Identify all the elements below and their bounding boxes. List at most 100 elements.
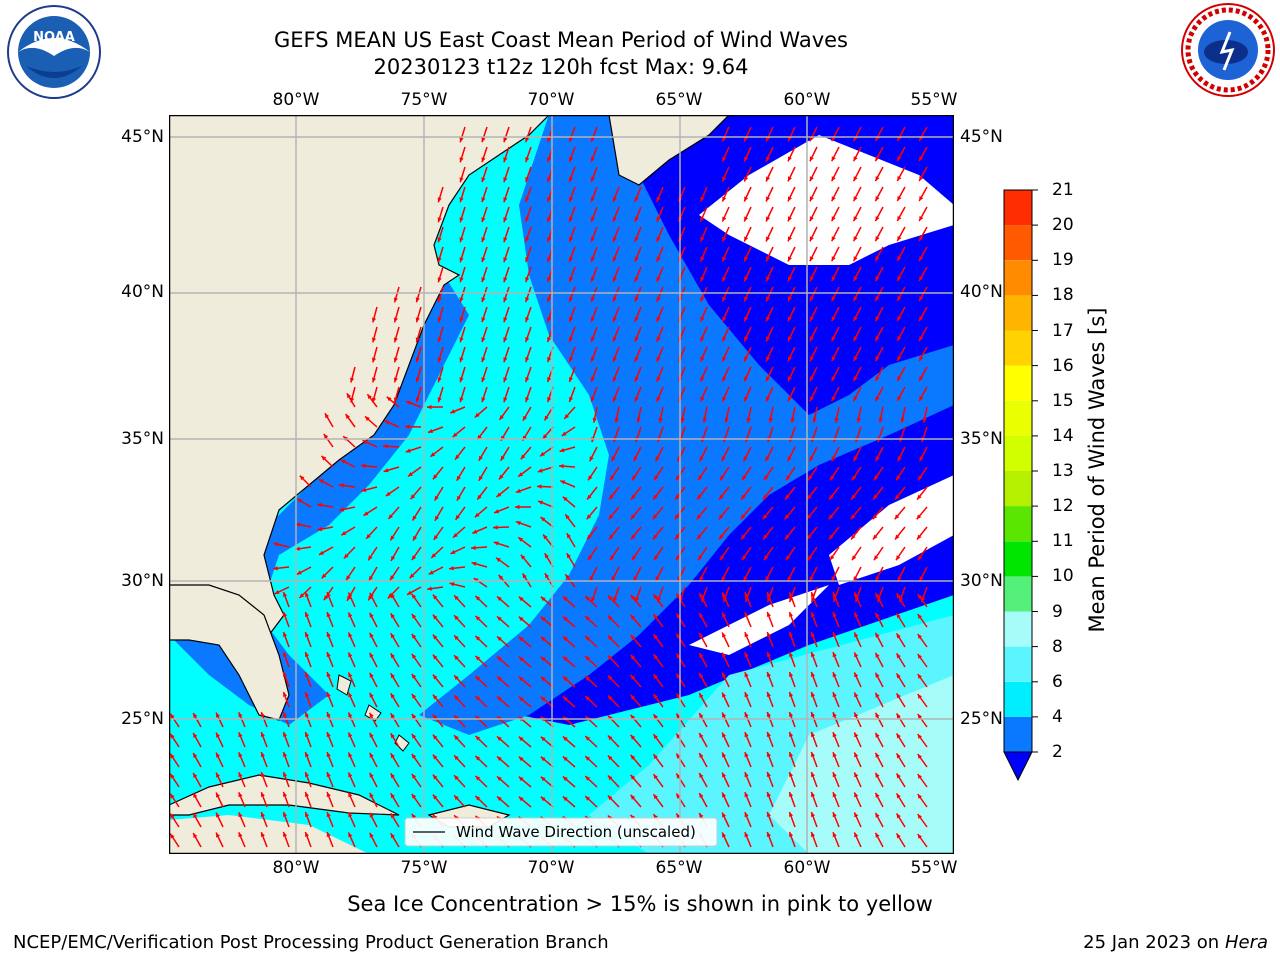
wind-arrow-head xyxy=(722,176,727,182)
wind-arrow-head xyxy=(853,576,858,582)
wind-arrow-head xyxy=(612,196,617,202)
wind-arrow-head xyxy=(653,714,658,720)
wind-arrow-head xyxy=(412,515,417,521)
wind-arrow-head xyxy=(789,632,794,637)
wind-arrow-head xyxy=(785,534,790,540)
wind-arrow-head xyxy=(518,756,524,762)
wind-arrow-head xyxy=(585,636,591,641)
wind-arrow-head xyxy=(630,794,636,800)
wind-arrow-head xyxy=(450,549,456,554)
wind-arrow-head xyxy=(481,277,486,283)
wind-arrow-head xyxy=(347,595,352,601)
wind-arrow-head xyxy=(854,812,859,818)
wind-arrow-head xyxy=(809,216,814,222)
wind-arrow-head xyxy=(744,196,749,202)
wind-arrow-head xyxy=(590,297,595,302)
wind-arrow-head xyxy=(585,796,591,801)
wind-arrow-head xyxy=(788,376,792,382)
wind-arrow-head xyxy=(702,417,707,423)
wind-arrow-head xyxy=(630,734,636,740)
wind-arrow-head xyxy=(607,795,613,801)
lon-label-bottom-70w: 70°W xyxy=(527,858,575,878)
wind-arrow-head xyxy=(475,775,481,781)
wind-arrow-head xyxy=(634,376,639,382)
wind-arrow-head xyxy=(853,336,858,342)
lon-label-bottom-55w: 55°W xyxy=(910,858,958,878)
wind-arrow-head xyxy=(721,576,726,582)
lat-label-right-35n: 35°N xyxy=(960,429,1003,449)
wind-arrow-head xyxy=(919,196,924,201)
wind-arrow-head xyxy=(564,414,569,419)
wind-arrow-head xyxy=(766,692,771,697)
wind-arrow-head xyxy=(853,216,858,222)
wind-arrow-head xyxy=(743,456,748,462)
wind-arrow-head xyxy=(612,396,617,402)
wind-arrow-head xyxy=(831,396,836,402)
wind-arrow-head xyxy=(238,712,243,718)
wind-arrow-head xyxy=(676,713,681,719)
wind-arrow-head xyxy=(260,772,265,777)
wind-arrow-head xyxy=(875,156,880,162)
wind-arrow-head xyxy=(454,655,459,661)
wind-arrow-head xyxy=(875,672,880,678)
wind-arrow-head xyxy=(744,832,749,838)
wind-arrow-head xyxy=(525,237,530,243)
wind-arrow-head xyxy=(766,276,770,282)
wind-arrow-head xyxy=(789,652,794,657)
wind-arrow-head xyxy=(481,317,486,323)
wind-arrow-head xyxy=(497,756,502,761)
wind-arrow-head xyxy=(917,774,922,779)
footer-machine: Hera xyxy=(1224,932,1268,953)
wind-arrow-head xyxy=(415,337,420,343)
wind-arrow-head xyxy=(565,574,570,580)
wind-arrow-head xyxy=(481,397,486,403)
colorbar-segment xyxy=(1004,260,1032,296)
wind-arrow-head xyxy=(896,693,901,699)
wind-arrow-head xyxy=(260,792,265,797)
wind-arrow-head xyxy=(371,377,377,383)
wind-arrow-head xyxy=(875,356,880,362)
wind-arrow-head xyxy=(917,714,922,719)
wind-arrow-head xyxy=(350,377,355,383)
wind-arrow-head xyxy=(544,415,549,421)
wind-arrow-head xyxy=(875,256,880,262)
lon-label-top-75w: 75°W xyxy=(400,90,448,110)
wind-arrow-head xyxy=(481,137,486,143)
wind-arrow-head xyxy=(411,633,417,639)
wind-arrow-head xyxy=(766,236,770,242)
wind-arrow-head xyxy=(569,177,573,182)
wind-arrow-head xyxy=(766,256,770,262)
wind-arrow-head xyxy=(652,514,658,520)
wind-arrow-head xyxy=(405,448,411,453)
wind-arrow-head xyxy=(634,216,639,222)
wind-arrow-head xyxy=(569,317,573,322)
wind-arrow-head xyxy=(875,772,880,778)
wind-arrow-head xyxy=(789,692,794,697)
wind-arrow-head xyxy=(788,316,792,322)
wind-arrow-head xyxy=(238,832,243,838)
wind-arrow-head xyxy=(409,573,415,579)
wind-arrow-head xyxy=(699,593,704,598)
wind-arrow-head xyxy=(415,317,420,323)
wind-arrow-head xyxy=(497,656,502,661)
wind-arrow-head xyxy=(832,692,837,698)
wind-arrow-head xyxy=(607,775,613,781)
wind-arrow-head xyxy=(656,276,661,282)
colorbar-segment xyxy=(1004,435,1032,471)
wind-arrow-head xyxy=(766,772,771,777)
wind-arrow-head xyxy=(875,276,880,282)
wind-arrow-head xyxy=(832,612,837,618)
wind-arrow-head xyxy=(305,732,309,737)
wind-arrow-head xyxy=(475,635,481,641)
wind-arrow-head xyxy=(722,712,727,718)
wind-arrow-head xyxy=(348,692,353,698)
wind-arrow-head xyxy=(612,236,617,242)
wind-arrow-head xyxy=(854,732,859,738)
lat-label-left-45n: 45°N xyxy=(121,127,164,147)
wind-arrow-head xyxy=(919,236,924,241)
wind-arrow-head xyxy=(343,553,349,559)
wind-arrow-head xyxy=(656,216,661,222)
wind-arrow-head xyxy=(919,456,924,462)
wind-arrow-head xyxy=(895,494,900,500)
wind-arrow-head xyxy=(831,236,836,242)
